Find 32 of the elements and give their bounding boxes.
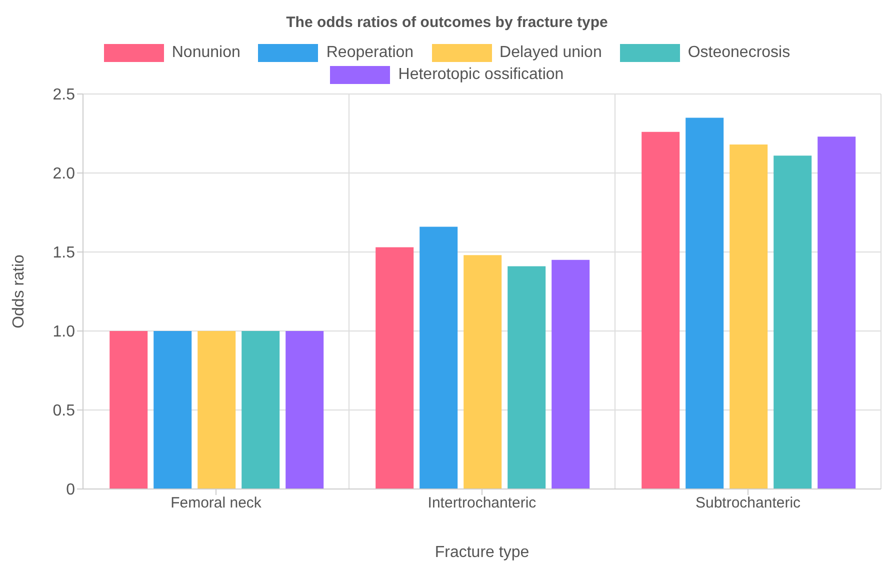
y-tick-label: 1.0: [52, 324, 76, 341]
bar: [242, 331, 280, 489]
x-axis-title: Fracture type: [434, 544, 530, 561]
x-tick-label: Intertrochanteric: [428, 494, 537, 512]
bar: [642, 132, 680, 489]
bar: [110, 331, 148, 489]
bar: [376, 247, 414, 489]
y-tick-label: 0: [66, 482, 76, 499]
bar: [730, 144, 768, 489]
y-tick-label: 2.5: [52, 86, 76, 104]
bar: [552, 260, 590, 489]
bar: [154, 331, 192, 489]
legend-label: Delayed union: [500, 44, 602, 62]
legend-label: Reoperation: [326, 44, 414, 62]
x-tick-label: Subtrochanteric: [695, 494, 802, 512]
y-tick-label: 0.5: [52, 402, 76, 420]
x-tick-label: Femoral neck: [170, 494, 262, 512]
bar: [508, 266, 546, 489]
bar: [686, 118, 724, 489]
bar: [464, 255, 502, 489]
y-axis-title: Odds ratio: [10, 254, 28, 328]
bar: [198, 331, 236, 489]
legend-label: Osteonecrosis: [688, 44, 790, 62]
y-tick-label: 2.0: [52, 166, 76, 183]
chart-title: The odds ratios of outcomes by fracture type: [285, 13, 609, 33]
bar: [774, 156, 812, 489]
bar: [818, 136, 856, 489]
legend-label: Heterotopic ossification: [398, 66, 564, 84]
bar: [286, 331, 324, 489]
bar: [420, 226, 458, 489]
legend-label: Nonunion: [172, 44, 240, 62]
y-tick-label: 1.5: [52, 244, 76, 262]
